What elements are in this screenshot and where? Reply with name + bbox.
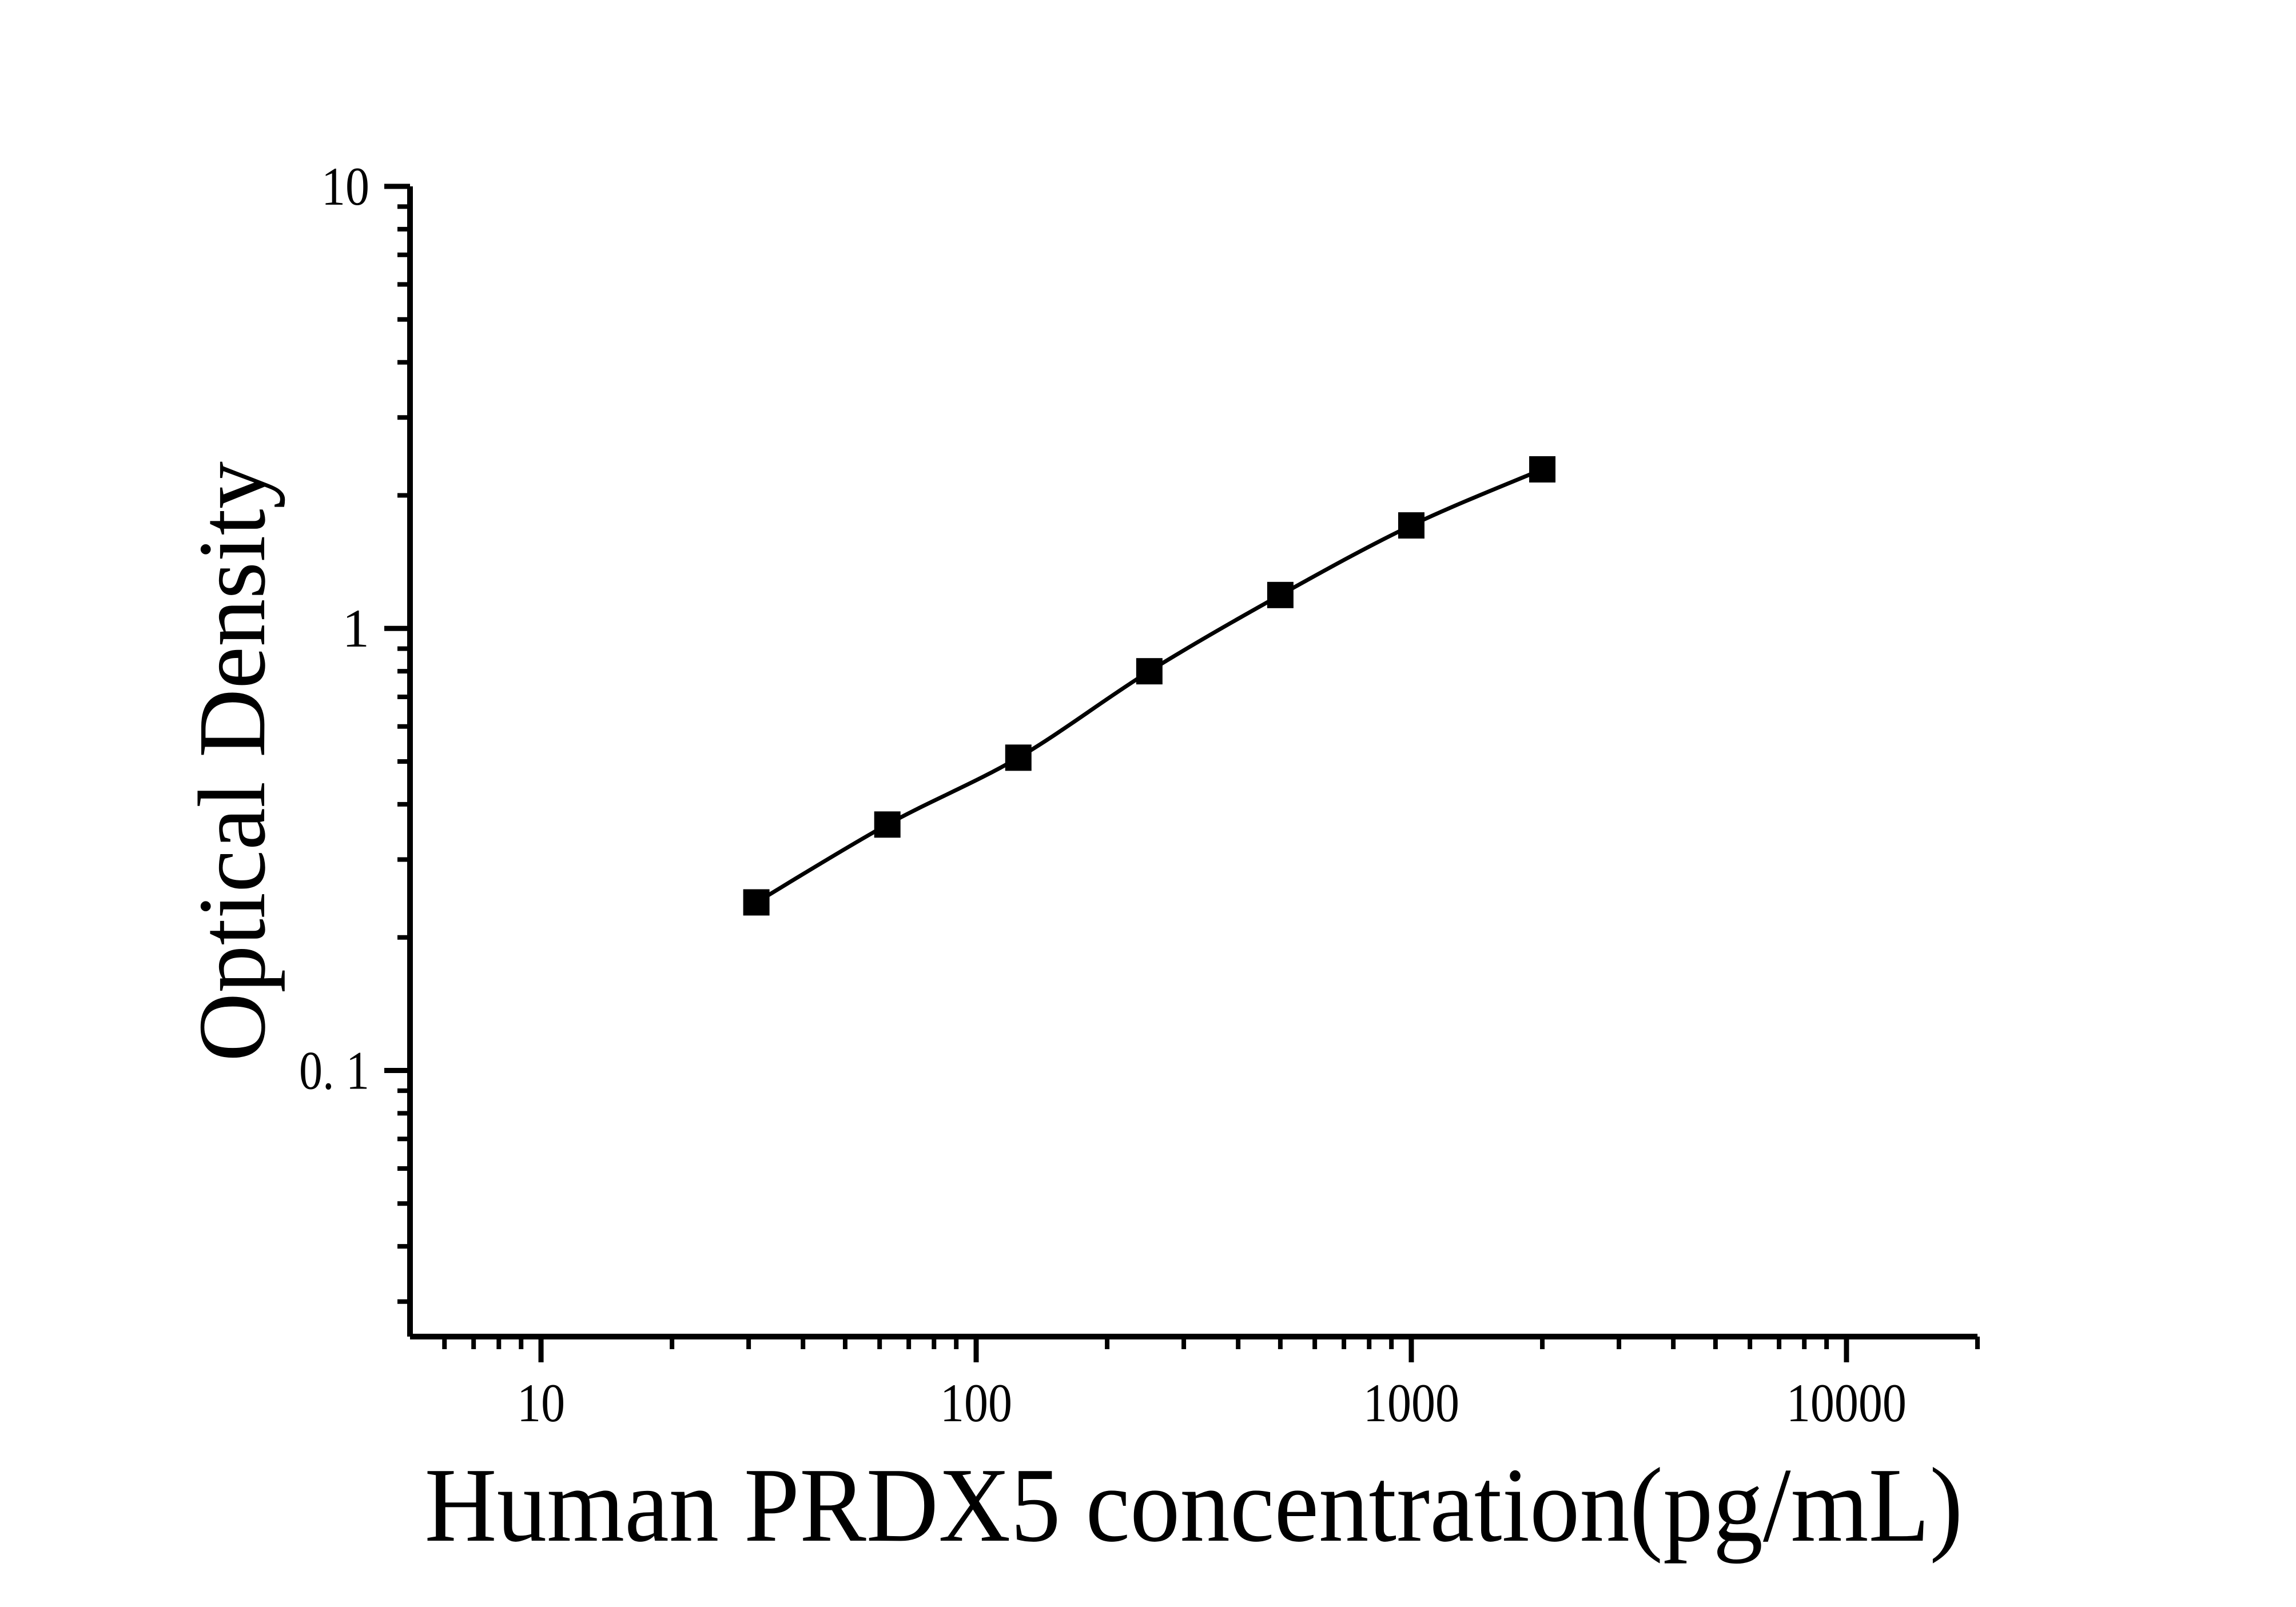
data-point-marker bbox=[1398, 512, 1424, 539]
data-point-marker bbox=[1267, 581, 1294, 608]
axis-ticks bbox=[384, 184, 1980, 1362]
y-axis-title: Optical Density bbox=[179, 461, 285, 1062]
data-point-marker bbox=[1005, 744, 1032, 771]
y-tick-label: 0. 1 bbox=[299, 1040, 369, 1100]
x-tick-label: 10000 bbox=[1786, 1373, 1907, 1433]
data-series bbox=[743, 456, 1556, 916]
data-point-marker bbox=[743, 889, 770, 916]
data-point-marker bbox=[1136, 658, 1163, 685]
data-point-marker bbox=[874, 811, 901, 838]
x-tick-label: 100 bbox=[940, 1373, 1012, 1433]
x-axis-title: Human PRDX5 concentration(pg/mL) bbox=[425, 1446, 1963, 1564]
axes bbox=[407, 186, 1977, 1339]
data-point-marker bbox=[1529, 456, 1556, 483]
axis-tick-labels: 10 100 1000 10000 0. 1 1 10 bbox=[299, 156, 1907, 1433]
x-tick-label: 10 bbox=[517, 1373, 565, 1433]
x-tick-label: 1000 bbox=[1363, 1373, 1459, 1433]
y-tick-label: 10 bbox=[321, 156, 369, 217]
y-tick-label: 1 bbox=[343, 598, 370, 659]
